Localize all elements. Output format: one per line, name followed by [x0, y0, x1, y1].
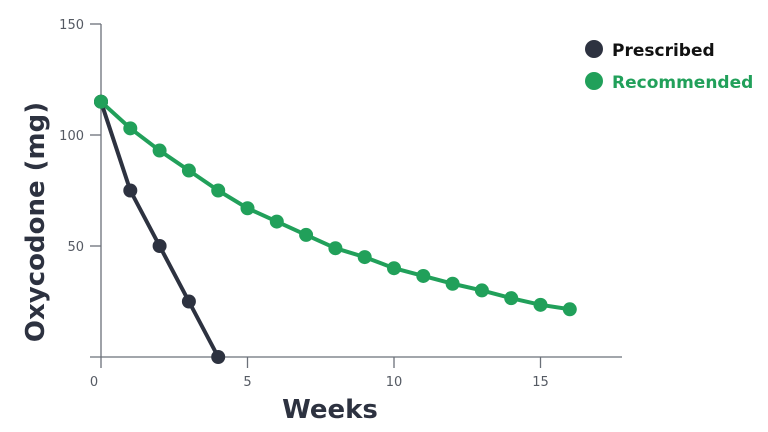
y-axis-title: Oxycodone (mg): [21, 102, 51, 342]
series-prescribed: [94, 94, 226, 364]
data-point: [94, 94, 108, 109]
legend-marker-recommended: [585, 72, 603, 90]
data-point: [123, 183, 138, 198]
x-ticks: 0 5 10 15: [90, 357, 549, 390]
series-layer: [94, 94, 577, 364]
data-point: [269, 214, 284, 229]
data-point: [152, 143, 167, 158]
series-line: [99, 101, 220, 358]
x-axis-title: Weeks: [282, 395, 378, 425]
y-tick-label: 50: [67, 240, 84, 255]
legend: Prescribed Recommended: [585, 40, 753, 93]
data-point: [474, 283, 489, 298]
data-point: [357, 250, 372, 265]
y-tick-label: 100: [59, 129, 84, 144]
data-point: [181, 294, 196, 309]
data-point: [123, 121, 138, 136]
data-point: [533, 297, 548, 312]
data-point: [445, 276, 460, 291]
data-point: [152, 239, 167, 253]
series-line: [99, 100, 571, 312]
data-point: [387, 261, 401, 276]
data-point: [211, 350, 226, 364]
axes: [90, 24, 622, 358]
data-point: [562, 302, 577, 317]
data-point: [504, 291, 519, 306]
series-recommended: [94, 94, 577, 317]
x-tick-label: 5: [243, 375, 251, 390]
x-tick-label: 15: [532, 375, 549, 390]
data-point: [328, 241, 343, 256]
data-point: [416, 268, 431, 283]
data-point: [240, 201, 255, 216]
legend-marker-prescribed: [585, 40, 603, 58]
y-tick-label: 150: [59, 18, 84, 33]
x-tick-label: 0: [90, 375, 98, 390]
y-ticks: 50 100 150: [59, 18, 101, 255]
legend-label-recommended: Recommended: [612, 73, 753, 93]
x-tick-label: 10: [386, 375, 403, 390]
data-point: [299, 227, 314, 242]
data-point: [181, 163, 196, 178]
legend-label-prescribed: Prescribed: [612, 41, 715, 61]
data-point: [211, 183, 226, 198]
